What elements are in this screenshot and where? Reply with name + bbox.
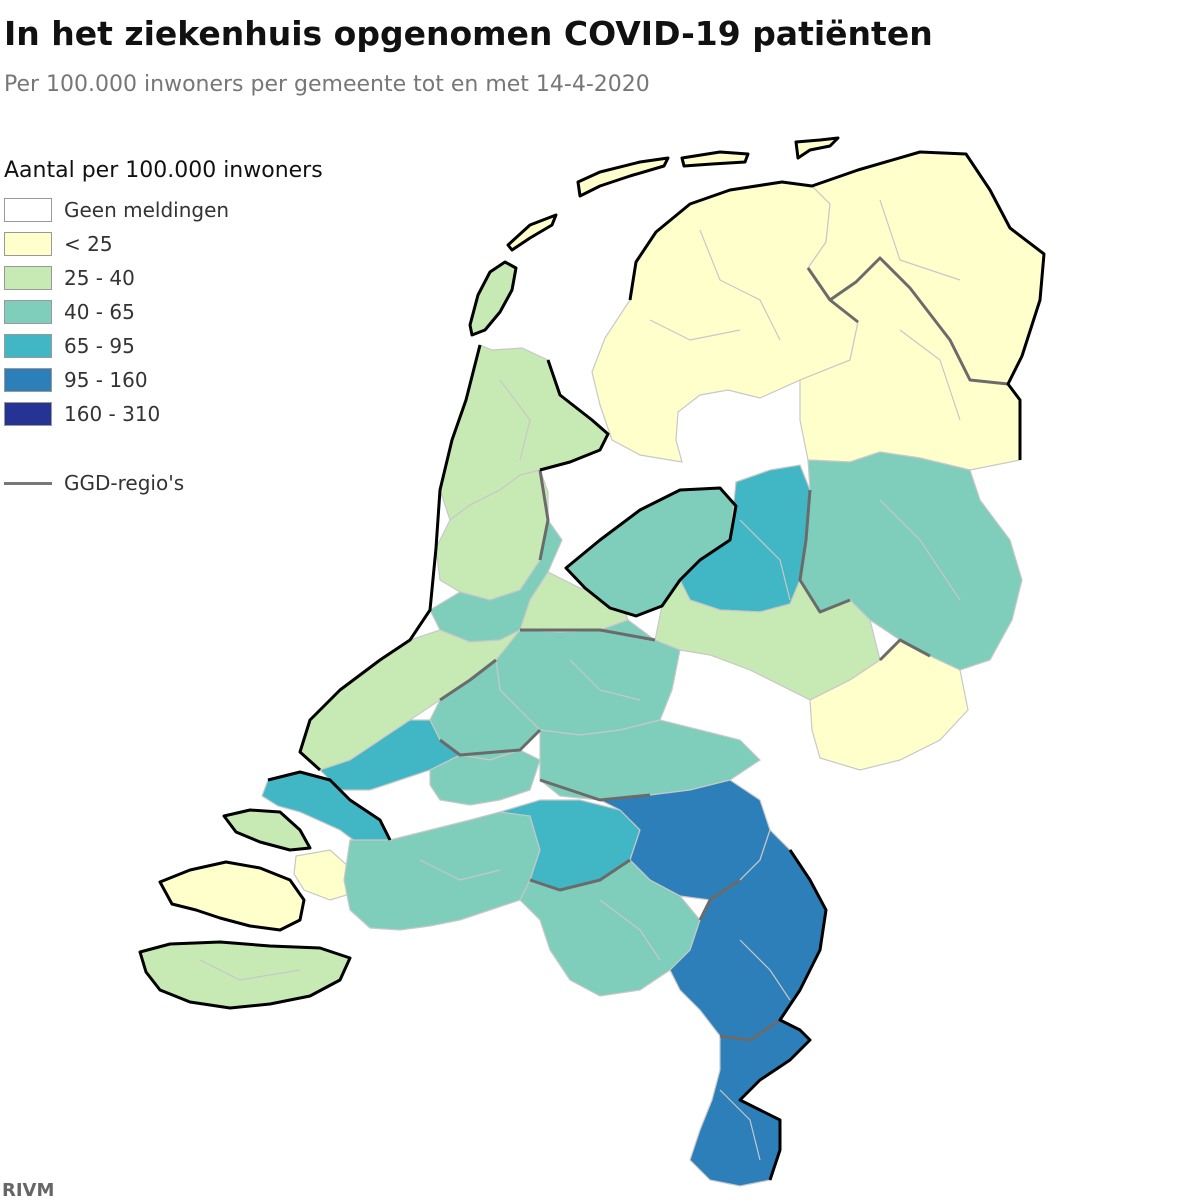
region-zuid-holland-zuid	[429, 749, 541, 806]
legend-ggd-label: GGD-regio's	[64, 471, 185, 495]
legend-label: 40 - 65	[64, 300, 135, 324]
legend-swatch	[4, 334, 52, 358]
legend-label: 25 - 40	[64, 266, 135, 290]
legend-label: 65 - 95	[64, 334, 135, 358]
region-tholen	[293, 849, 351, 901]
legend-swatch	[4, 402, 52, 426]
legend-classes: Geen meldingen < 25 25 - 40 40 - 65 65 - 95 9…	[4, 193, 323, 431]
region-zeeuws-vlaanderen	[139, 941, 351, 1009]
legend-swatch	[4, 198, 52, 222]
legend-label: < 25	[64, 232, 113, 256]
region-zuid-limburg	[689, 1019, 811, 1187]
legend-swatch	[4, 266, 52, 290]
map-title: In het ziekenhuis opgenomen COVID-19 pat…	[4, 14, 933, 53]
legend-label: Geen meldingen	[64, 198, 230, 222]
municipality-borders	[199, 199, 961, 1161]
coastline	[138, 136, 1046, 1181]
legend-item: 95 - 160	[4, 363, 323, 397]
legend-item: Geen meldingen	[4, 193, 323, 227]
ggd-line-swatch	[4, 481, 52, 485]
legend-swatch	[4, 232, 52, 256]
region-wadden-vlieland	[507, 213, 558, 251]
legend-item: 65 - 95	[4, 329, 323, 363]
legend-item: 25 - 40	[4, 261, 323, 295]
legend-item: 40 - 65	[4, 295, 323, 329]
source-credit: RIVM	[2, 1180, 55, 1201]
legend-swatch	[4, 300, 52, 324]
legend: Aantal per 100.000 inwoners Geen melding…	[4, 158, 323, 495]
legend-swatch	[4, 368, 52, 392]
legend-item: < 25	[4, 227, 323, 261]
region-gelderland-noord-oost	[654, 578, 881, 701]
map-subtitle: Per 100.000 inwoners per gemeente tot en…	[4, 72, 650, 97]
legend-title: Aantal per 100.000 inwoners	[4, 158, 323, 183]
legend-label: 95 - 160	[64, 368, 148, 392]
ggd-boundaries	[439, 256, 1009, 1042]
legend-ggd-boundary: GGD-regio's	[4, 471, 323, 495]
legend-label: 160 - 310	[64, 402, 161, 426]
legend-item: 160 - 310	[4, 397, 323, 431]
